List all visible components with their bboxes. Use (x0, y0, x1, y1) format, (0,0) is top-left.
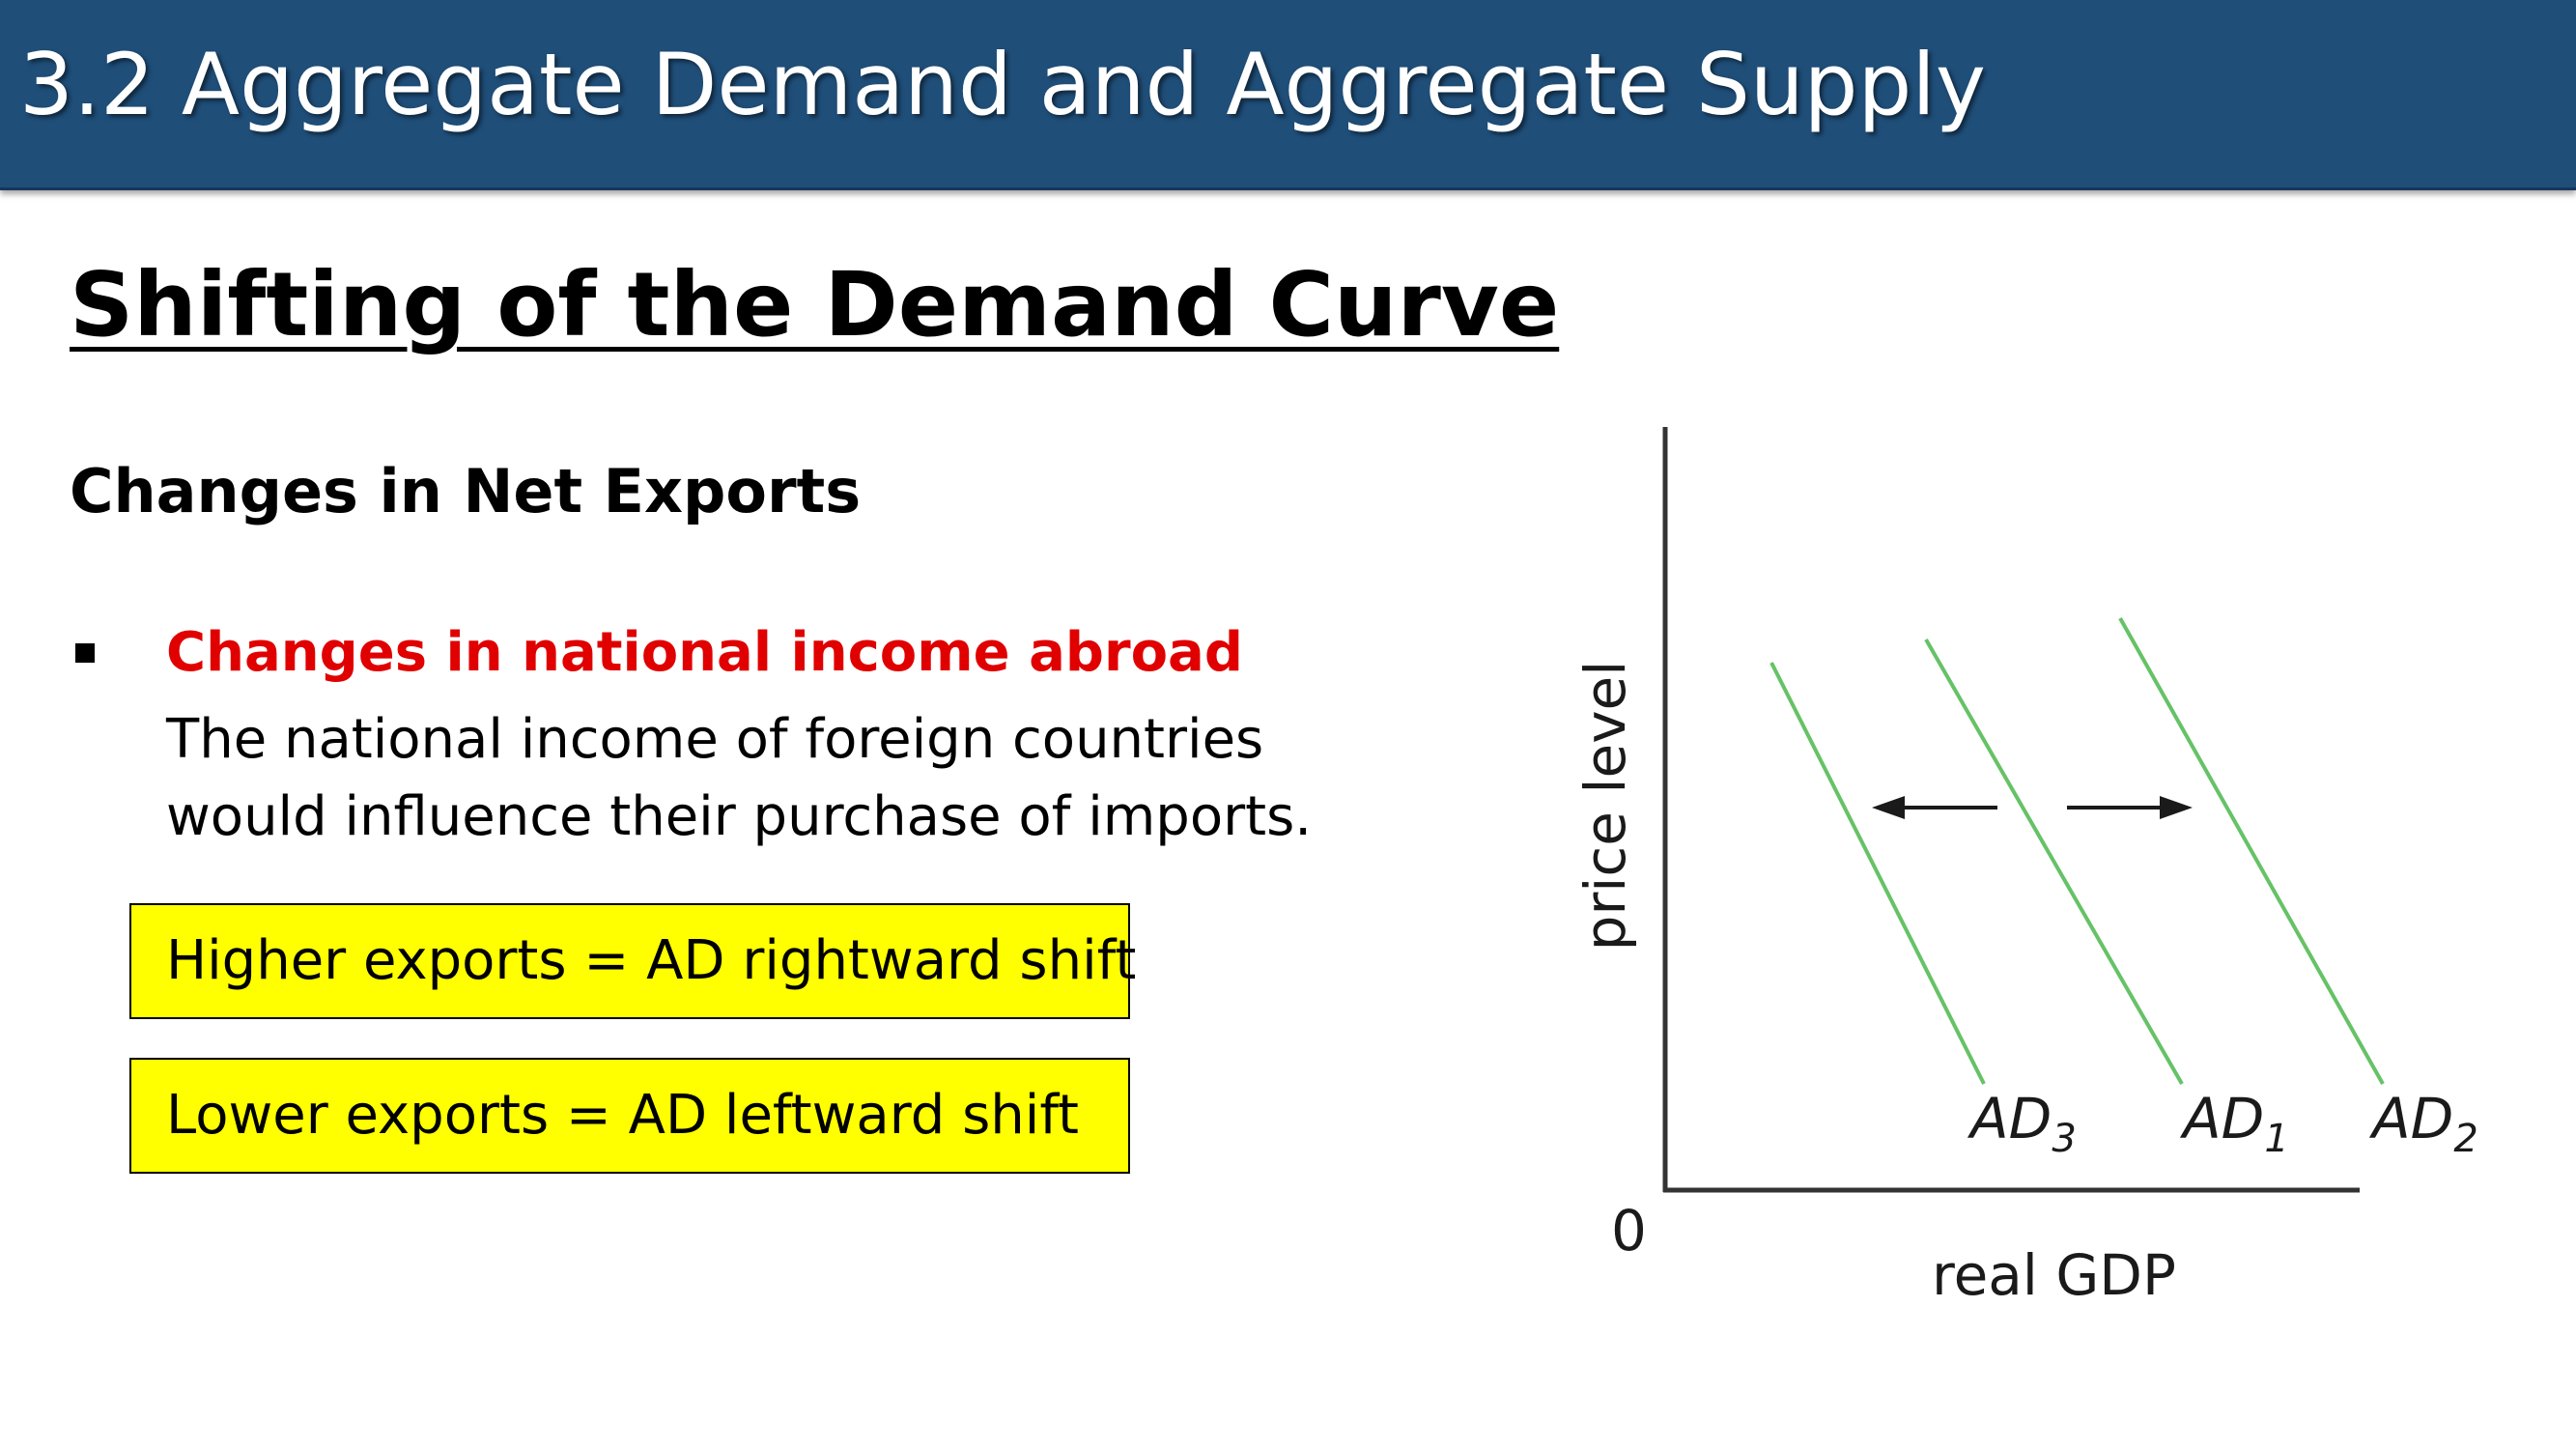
ad3-label: AD3 (1967, 1086, 2077, 1161)
title-bar: 3.2 Aggregate Demand and Aggregate Suppl… (0, 0, 2576, 190)
slide-title: 3.2 Aggregate Demand and Aggregate Suppl… (19, 35, 1986, 134)
ad2-label: AD2 (2368, 1086, 2478, 1161)
bullet-square-icon (75, 643, 95, 663)
callout-higher-exports: Higher exports = AD rightward shift (129, 903, 1136, 1019)
y-axis-label: price level (1572, 661, 1638, 952)
x-axis-label: real GDP (1932, 1242, 2176, 1308)
ad3-label-sub: 3 (2052, 1117, 2076, 1161)
page-heading: Shifting of the Demand Curve (70, 253, 1560, 356)
ad2-curve (2118, 617, 2385, 1085)
bullet-body: The national income of foreign countries… (166, 701, 1312, 856)
ad3-label-main: AD (1967, 1086, 2052, 1151)
origin-label: 0 (1611, 1198, 1647, 1264)
callout-text: Higher exports = AD rightward shift (166, 929, 1137, 992)
ad1-curve (1924, 639, 2184, 1085)
bullet-title: Changes in national income abroad (166, 621, 1243, 684)
bullet-body-line: would influence their purchase of import… (166, 785, 1313, 848)
ad3-curve (1769, 662, 1986, 1085)
ad1-label-main: AD (2179, 1086, 2264, 1151)
left-arrow-icon (1872, 796, 1905, 819)
ad2-label-sub: 2 (2453, 1117, 2477, 1161)
callout-lower-exports: Lower exports = AD leftward shift (129, 1058, 1130, 1174)
right-arrow-icon (2160, 796, 2193, 819)
ad1-label-sub: 1 (2264, 1117, 2288, 1161)
ad1-label: AD1 (2179, 1086, 2289, 1161)
callout-text: Lower exports = AD leftward shift (166, 1084, 1079, 1147)
bullet-body-line: The national income of foreign countries (166, 708, 1264, 771)
section-subheading: Changes in Net Exports (70, 456, 862, 526)
ad2-label-main: AD (2368, 1086, 2453, 1151)
